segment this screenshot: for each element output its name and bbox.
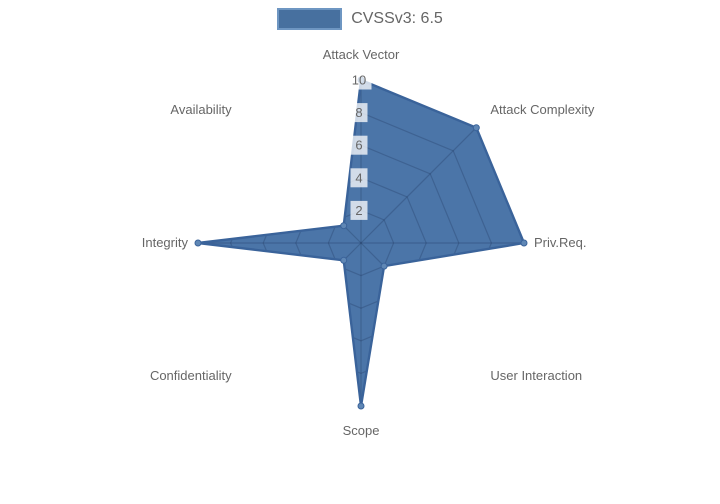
data-point: [380, 262, 388, 270]
data-point: [194, 239, 202, 247]
point-label: Attack Complexity: [490, 102, 595, 117]
tick-backdrop: [350, 103, 368, 123]
point-label: User Interaction: [490, 368, 582, 383]
legend-label: CVSSv3: 6.5: [351, 10, 443, 27]
data-point: [472, 124, 480, 132]
tick-label: 10: [352, 73, 366, 88]
data-point: [357, 402, 365, 410]
point-label: Scope: [343, 423, 380, 438]
tick-label: 4: [355, 170, 362, 185]
point-label: Integrity: [142, 235, 189, 250]
radar-area: [198, 80, 524, 406]
point-label: Availability: [170, 102, 232, 117]
point-label: Attack Vector: [323, 47, 400, 62]
legend-swatch-icon: [277, 8, 343, 30]
point-label: Confidentiality: [150, 368, 232, 383]
tick-backdrop: [350, 200, 368, 220]
data-point: [340, 256, 348, 264]
tick-label: 6: [355, 138, 362, 153]
tick-backdrop: [346, 70, 372, 90]
data-point: [340, 222, 348, 230]
data-point: [520, 239, 528, 247]
point-label: Priv.Req.: [534, 235, 587, 250]
tick-backdrop: [350, 135, 368, 155]
tick-label: 8: [355, 105, 362, 120]
legend[interactable]: CVSSv3: 6.5: [0, 8, 720, 30]
tick-backdrop: [350, 168, 368, 188]
axis-spoke: [360, 127, 477, 244]
tick-label: 2: [355, 203, 362, 218]
